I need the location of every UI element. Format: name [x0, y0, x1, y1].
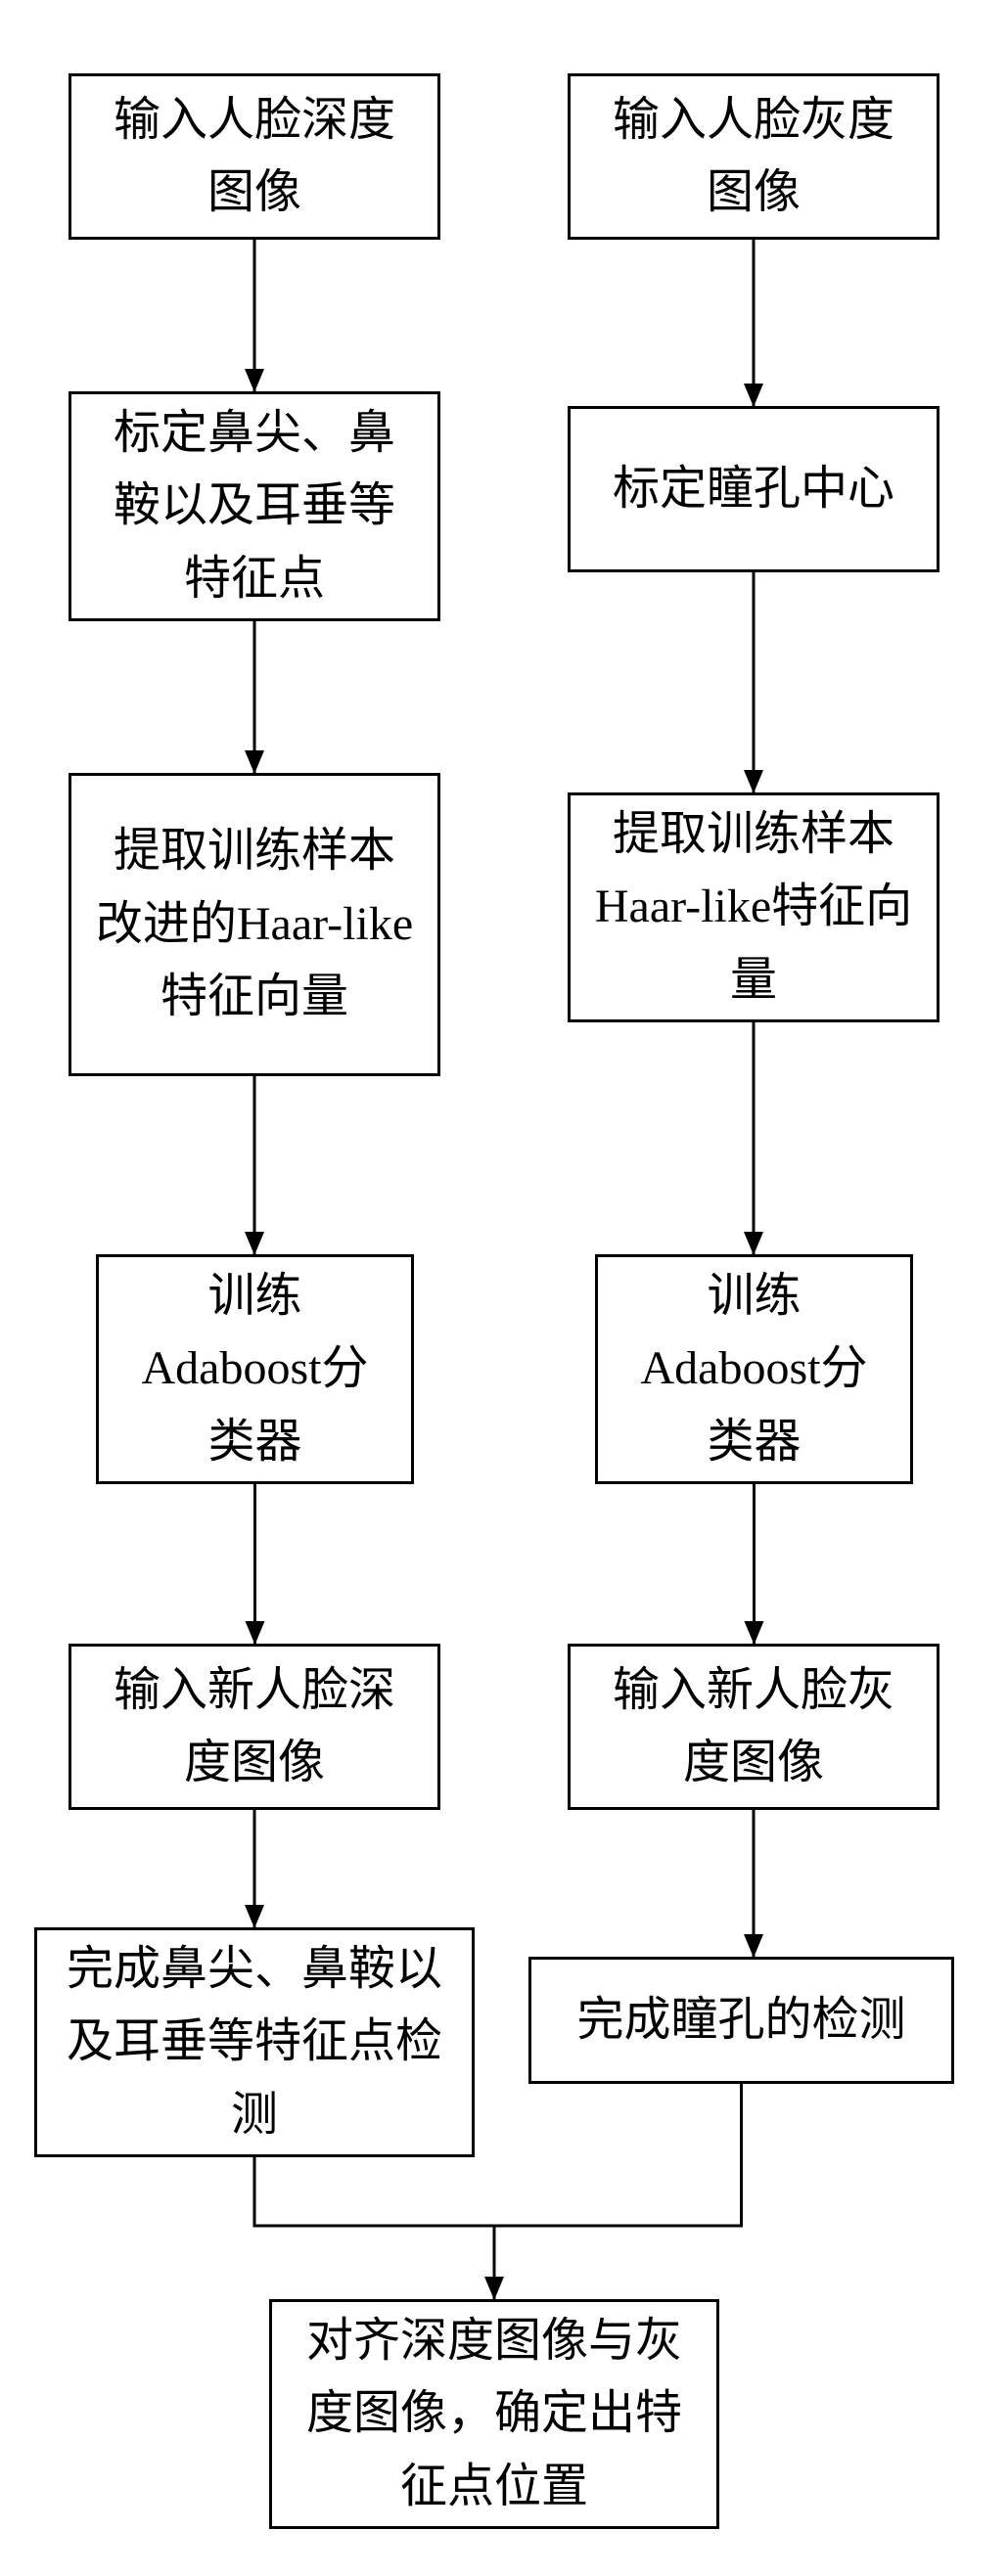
flow-node-R2: 标定瞳孔中心 [568, 406, 939, 572]
flow-node-L1: 输入人脸深度图像 [69, 73, 440, 240]
flow-node-R5: 输入新人脸灰度图像 [568, 1644, 939, 1810]
flow-edge [254, 2157, 494, 2226]
flow-node-L6: 完成鼻尖、鼻鞍以及耳垂等特征点检测 [34, 1927, 475, 2157]
flow-node-R1: 输入人脸灰度图像 [568, 73, 939, 240]
flow-node-L4: 训练Adaboost分类器 [96, 1254, 414, 1484]
flow-node-L3: 提取训练样本改进的Haar-like特征向量 [69, 773, 440, 1076]
flow-node-R3: 提取训练样本Haar-like特征向量 [568, 792, 939, 1022]
flow-edge [494, 2084, 742, 2226]
flow-node-R4: 训练Adaboost分类器 [595, 1254, 913, 1484]
flow-node-R6: 完成瞳孔的检测 [528, 1957, 954, 2084]
flow-node-M: 对齐深度图像与灰度图像，确定出特征点位置 [269, 2299, 719, 2529]
flow-node-L2: 标定鼻尖、鼻鞍以及耳垂等特征点 [69, 391, 440, 621]
flow-node-L5: 输入新人脸深度图像 [69, 1644, 440, 1810]
